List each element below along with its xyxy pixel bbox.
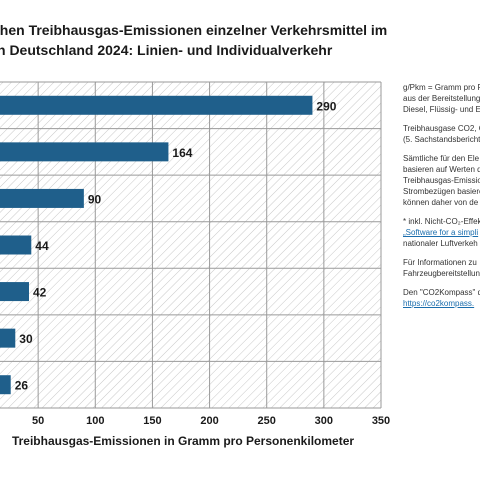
note-electricity: Sämtliche für den Ele basieren auf Werte… (403, 154, 480, 207)
bar-value-label: 90 (88, 192, 102, 206)
x-tick-label: 250 (258, 415, 276, 427)
x-tick-label: 50 (32, 415, 44, 427)
x-tick-label: 300 (315, 415, 333, 427)
bar (0, 328, 16, 348)
notes-panel: g/Pkm = Gramm pro P aus der Bereitstellu… (403, 82, 480, 317)
bar-value-label: 42 (33, 286, 47, 300)
note-air-traffic-rest: nationaler Luftverkeh (403, 239, 478, 248)
bar (0, 188, 84, 208)
plot-background (0, 82, 381, 408)
x-tick-label: 100 (86, 415, 104, 427)
grid-lines (0, 81, 382, 409)
note-co2-compass-text: Den "CO2Kompass" d (403, 288, 480, 297)
x-tick-label: 150 (143, 415, 161, 427)
bar (0, 375, 11, 395)
bar-value-label: 164 (172, 146, 192, 160)
bar-value-label: 30 (19, 332, 33, 346)
note-greenhouse-gases: Treibhausgase CO2, C (5. Sachstandsberic… (403, 124, 480, 144)
x-axis-title: Treibhausgas-Emissionen in Gramm pro Per… (12, 434, 354, 448)
x-axis-ticks: 50 100 150 200 250 300 350 (32, 415, 390, 427)
bar (0, 95, 313, 115)
bar (0, 282, 29, 302)
note-vehicle-provision: Für Informationen zu Fahrzeugbereitstell… (403, 258, 480, 278)
note-units: g/Pkm = Gramm pro P aus der Bereitstellu… (403, 83, 480, 114)
bar-value-label: 290 (316, 99, 336, 113)
chart-title: chen Treibhausgas-Emissionen einzelner V… (0, 20, 480, 60)
bars: 290 164 90 44 42 30 26 (0, 95, 337, 395)
chart-title-line-1: chen Treibhausgas-Emissionen einzelner V… (0, 22, 388, 38)
bar (0, 142, 169, 162)
note-air-traffic-text: * inkl. Nicht-CO₂-Effek (403, 217, 480, 226)
x-tick-label: 200 (200, 415, 218, 427)
bar-chart: 290 164 90 44 42 30 26 50 100 150 200 250 300 350 Tr… (0, 81, 390, 448)
chart-title-line-2: n Deutschland 2024: Linien- und Individu… (0, 42, 333, 58)
bar-value-label: 44 (35, 239, 49, 253)
bar (0, 235, 32, 255)
co2kompass-link[interactable]: https://co2kompass. (403, 299, 475, 308)
plot-hatch (0, 82, 381, 408)
x-tick-label: 350 (372, 415, 390, 427)
bar-value-label: 26 (15, 379, 29, 393)
note-air-traffic: * inkl. Nicht-CO₂-Effek „Software for a s… (403, 216, 480, 249)
software-link[interactable]: „Software for a simpli (403, 228, 479, 237)
note-co2-compass: Den "CO2Kompass" d https://co2kompass. (403, 287, 480, 309)
